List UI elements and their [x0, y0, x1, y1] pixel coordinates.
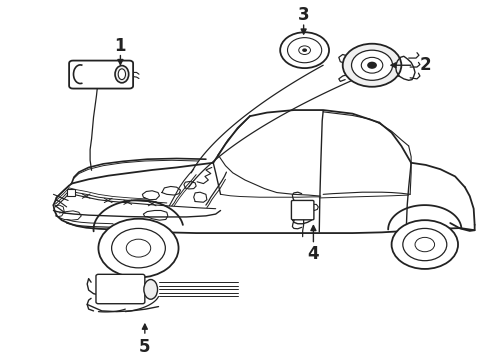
FancyBboxPatch shape	[67, 189, 75, 197]
Text: 1: 1	[115, 36, 126, 54]
Circle shape	[302, 48, 307, 52]
FancyBboxPatch shape	[96, 274, 145, 304]
Circle shape	[343, 44, 401, 87]
Circle shape	[98, 219, 178, 278]
Text: 4: 4	[308, 244, 319, 262]
Ellipse shape	[118, 69, 125, 80]
Ellipse shape	[115, 66, 129, 83]
FancyBboxPatch shape	[69, 60, 133, 89]
FancyBboxPatch shape	[292, 201, 314, 220]
Text: 3: 3	[298, 6, 310, 24]
Text: 2: 2	[420, 56, 432, 74]
Circle shape	[351, 50, 392, 80]
Circle shape	[367, 62, 377, 69]
Ellipse shape	[144, 279, 158, 299]
Circle shape	[280, 32, 329, 68]
Text: 5: 5	[139, 338, 150, 356]
Circle shape	[392, 220, 458, 269]
